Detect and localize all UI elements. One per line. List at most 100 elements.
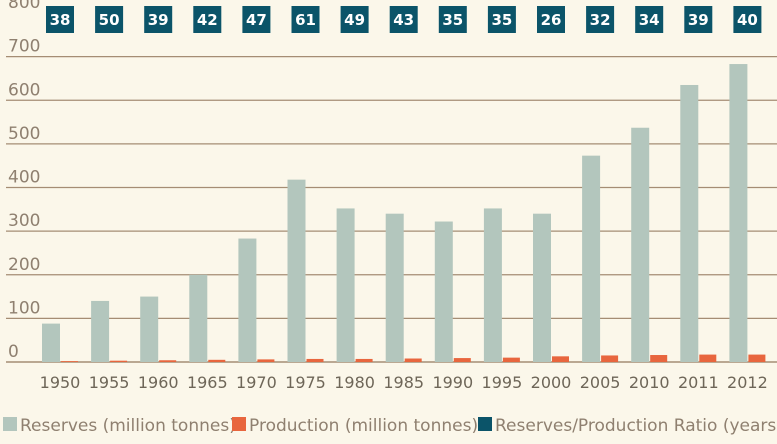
ratio-badge: 39 [684,6,713,33]
ratio-badge: 34 [635,6,664,33]
ratio-badge-box [46,6,74,33]
x-tick-label: 2005 [580,373,621,392]
ratio-value: 35 [491,11,512,29]
x-tick-label: 1970 [236,373,277,392]
y-tick-label: 700 [8,37,40,57]
ratio-value: 61 [295,11,316,29]
ratio-value: 34 [639,11,660,29]
y-tick-label: 0 [8,342,19,362]
reserves-bar [631,127,650,362]
production-bar [257,359,275,362]
legend-item: Reserves (million tonnes) [3,416,236,436]
legend-swatch [3,417,17,431]
x-axis-ticks: 1950 1955 1960 1965 1970 1975 1980 1985 1990 1995… [40,373,768,392]
y-axis-ticks: 0 100 200 300 400 500 600 700 800 [8,0,40,362]
production-bar [552,356,569,362]
x-tick-label: 2012 [727,373,768,392]
ratio-badge-box [586,6,615,33]
bars [42,64,766,362]
reserves-bar [140,296,159,362]
ratio-value: 26 [541,11,562,29]
ratio-value: 40 [737,11,758,29]
x-tick-label: 1995 [482,373,523,392]
reserves-bar [533,213,551,362]
reserves-bar [189,274,208,362]
ratio-badge-box [193,6,222,33]
reserves-bar [336,208,355,362]
ratio-badge: 49 [340,6,369,33]
production-bar [61,361,78,362]
ratio-value: 38 [50,11,71,29]
ratio-badge-box [438,6,467,33]
production-bar [453,358,471,362]
reserves-bar [483,208,502,362]
reserves-bar [434,221,453,362]
ratio-badge: 43 [389,6,418,33]
ratio-badge-box [487,6,516,33]
ratio-badge: 39 [144,6,173,33]
legend-item: Reserves/Production Ratio (years) [478,416,777,436]
ratio-badge-box [242,6,271,33]
ratio-value: 47 [246,11,267,29]
production-bar [306,358,324,362]
reserves-bar [680,84,699,362]
x-tick-label: 2000 [531,373,572,392]
ratio-value: 39 [148,11,169,29]
ratio-badge: 38 [46,6,74,33]
y-tick-label: 100 [8,298,40,318]
reserves-bar [582,155,601,362]
legend-label: Reserves (million tonnes) [20,416,236,436]
x-tick-label: 1955 [89,373,130,392]
ratio-badge: 47 [242,6,271,33]
ratio-value: 49 [344,11,365,29]
x-tick-label: 2010 [629,373,670,392]
legend-swatch [232,417,246,431]
ratio-badge-box [684,6,713,33]
ratio-badge-box [144,6,173,33]
ratio-badge-box [733,6,762,33]
production-bar [699,354,717,362]
ratio-badge: 50 [95,6,124,33]
production-bar [502,357,520,362]
reserves-bar [385,213,404,362]
y-tick-label: 400 [8,168,40,188]
ratio-badge: 40 [733,6,762,33]
production-bar [110,360,128,362]
y-tick-label: 600 [8,80,40,100]
production-bar [159,360,177,362]
x-tick-label: 1960 [138,373,179,392]
legend-item: Production (million tonnes) [232,416,478,436]
legend-label: Reserves/Production Ratio (years) [495,416,777,436]
ratio-badge-box [537,6,565,33]
x-tick-label: 1985 [383,373,424,392]
legend: Reserves (million tonnes) Production (mil… [3,416,777,436]
reserves-bar [91,300,110,362]
production-bar [404,358,422,362]
production-bar [355,358,373,362]
ratio-value: 32 [590,11,611,29]
ratio-labels: 38 50 39 42 47 61 49 43 35 35 26 32 34 39 40 [46,6,762,33]
x-tick-label: 1965 [187,373,228,392]
reserves-bar [729,64,748,362]
y-tick-label: 300 [8,211,40,231]
x-tick-label: 2011 [678,373,719,392]
x-tick-label: 1950 [40,373,81,392]
ratio-badge-box [389,6,418,33]
ratio-value: 50 [99,11,120,29]
production-bar [748,354,766,362]
ratio-badge-box [291,6,320,33]
ratio-badge: 35 [487,6,516,33]
ratio-badge: 26 [537,6,565,33]
ratio-badge-box [340,6,369,33]
x-tick-label: 1975 [285,373,326,392]
y-tick-label: 200 [8,255,40,275]
ratio-value: 42 [197,11,218,29]
ratio-badge: 35 [438,6,467,33]
ratio-badge: 61 [291,6,320,33]
reserves-bar [238,238,257,362]
ratio-badge-box [635,6,664,33]
reserves-bar [287,179,306,362]
ratio-value: 39 [688,11,709,29]
production-bar [208,359,226,362]
